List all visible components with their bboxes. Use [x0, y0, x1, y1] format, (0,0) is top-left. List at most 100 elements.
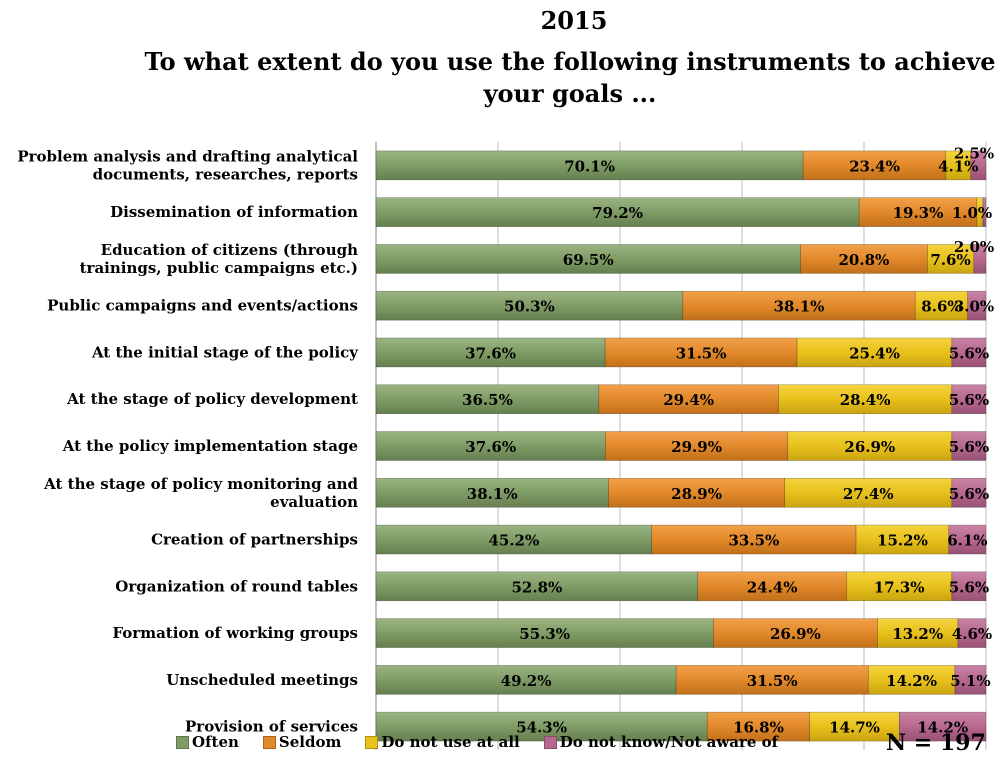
value-label: 5.6%	[949, 438, 989, 456]
legend-label: Do not know/Not aware of	[559, 733, 779, 751]
bar-segment-often	[375, 571, 699, 602]
value-label: 79.2%	[592, 204, 643, 222]
bar-segment-do-not-use	[846, 571, 953, 602]
bar-segment-seldom	[800, 244, 928, 274]
value-label: 45.2%	[488, 532, 539, 550]
bar-segment-do-not-know	[948, 524, 987, 555]
category-label: Unscheduled meetings	[166, 671, 358, 689]
chart-title-year: 2015	[540, 6, 608, 35]
legend-swatch	[543, 735, 557, 749]
category-label: evaluation	[270, 493, 358, 511]
value-label: 69.5%	[563, 251, 614, 269]
value-label: 13.2%	[892, 625, 943, 643]
legend-swatch	[176, 735, 189, 749]
bar-segment-do-not-know	[951, 571, 987, 602]
value-label: 5.6%	[949, 485, 989, 503]
bar-segment-seldom	[682, 290, 916, 321]
value-label: 31.5%	[747, 672, 798, 690]
bar-segment-seldom	[713, 618, 878, 648]
bar-segment-do-not-use	[877, 618, 959, 648]
category-label: Creation of partnerships	[151, 531, 358, 549]
value-label: 1.0%	[952, 204, 992, 222]
category-label: At the initial stage of the policy	[91, 343, 359, 361]
bar-segment-do-not-use	[914, 290, 968, 321]
bar-segment-do-not-use	[787, 431, 953, 461]
value-label: 8.6%	[921, 298, 961, 316]
value-label: 26.9%	[770, 625, 821, 643]
bar-segment-seldom	[858, 197, 978, 227]
bar-segment-do-not-know	[967, 290, 987, 321]
legend-label: Seldom	[278, 733, 342, 751]
bar-segment-do-not-use	[784, 477, 953, 508]
value-label: 19.3%	[893, 204, 944, 222]
bar-segment-do-not-know	[951, 384, 987, 415]
chart-title: To what extent do you use the following …	[144, 47, 996, 108]
value-label: 17.3%	[874, 578, 925, 596]
value-label: 24.4%	[747, 578, 798, 596]
bar-segment-seldom	[604, 337, 798, 368]
bar-segment-often	[375, 337, 606, 368]
bar-segment-often	[375, 244, 801, 274]
bar-segment-often	[375, 524, 653, 555]
bar-segment-do-not-know	[954, 665, 987, 695]
bar-segment-do-not-use	[778, 384, 953, 415]
bar-segment-do-not-use	[867, 665, 956, 695]
value-label: 50.3%	[504, 298, 555, 316]
value-label: 2.5%	[954, 144, 994, 162]
bar-segment-often	[375, 197, 860, 227]
bar-segment-do-not-know	[973, 244, 987, 274]
value-label: 27.4%	[843, 485, 894, 503]
legend-swatch	[365, 735, 379, 749]
bar-segment-do-not-know	[982, 197, 987, 227]
legend-item-do-not-know: Do not know/Not aware of	[543, 733, 779, 751]
bar-segment-do-not-know	[970, 150, 987, 181]
category-label: Provision of services	[185, 718, 358, 736]
bar-segment-do-not-know	[951, 477, 987, 508]
legend-label: Do not use at all	[381, 733, 520, 751]
value-label: 49.2%	[501, 672, 552, 690]
value-label: 3.0%	[954, 298, 994, 316]
value-label: 5.6%	[949, 578, 989, 596]
bar-segment-often	[375, 290, 684, 321]
value-label: 5.6%	[949, 391, 989, 409]
value-label: 25.4%	[849, 344, 900, 362]
value-label: 5.1%	[950, 672, 990, 690]
value-label: 33.5%	[728, 532, 779, 550]
category-label: Dissemination of information	[110, 203, 358, 221]
bar-segment-seldom	[598, 384, 779, 415]
value-label: 29.4%	[663, 391, 714, 409]
value-label: 52.8%	[511, 578, 562, 596]
bar-segment-do-not-use	[809, 711, 900, 742]
legend-item-seldom: Seldom	[262, 733, 342, 751]
value-label: 37.6%	[465, 344, 516, 362]
category-labels: Problem analysis and drafting analytical…	[17, 147, 359, 735]
category-label: Problem analysis and drafting analytical	[17, 147, 358, 165]
sample-size-label: N = 197	[886, 730, 986, 756]
bar-segment-often	[375, 665, 677, 695]
bar-segment-do-not-use	[796, 337, 953, 368]
value-label: 36.5%	[462, 391, 513, 409]
value-label: 31.5%	[676, 344, 727, 362]
bars	[375, 150, 987, 742]
category-label: At the policy implementation stage	[62, 437, 358, 455]
value-label: 70.1%	[564, 157, 615, 175]
value-label: 5.6%	[949, 344, 989, 362]
bar-segment-seldom	[706, 711, 811, 742]
category-label: Organization of round tables	[115, 577, 358, 595]
bar-segment-seldom	[605, 431, 789, 461]
bar-segment-do-not-use	[927, 244, 975, 274]
value-label: 55.3%	[519, 625, 570, 643]
bar-segment-do-not-know	[951, 337, 987, 368]
value-label: 38.1%	[467, 485, 518, 503]
value-label: 4.1%	[938, 157, 978, 175]
category-label: At the stage of policy development	[66, 390, 358, 408]
bar-segment-do-not-know	[957, 618, 987, 648]
legend: Often Seldom Do not use at all Do not know/…	[176, 733, 802, 751]
value-label: 26.9%	[844, 438, 895, 456]
value-label: 2.0%	[954, 238, 994, 256]
value-label: 54.3%	[516, 719, 567, 737]
bar-segment-often	[375, 618, 714, 648]
bar-segment-seldom	[608, 477, 785, 508]
value-label: 15.2%	[877, 532, 928, 550]
